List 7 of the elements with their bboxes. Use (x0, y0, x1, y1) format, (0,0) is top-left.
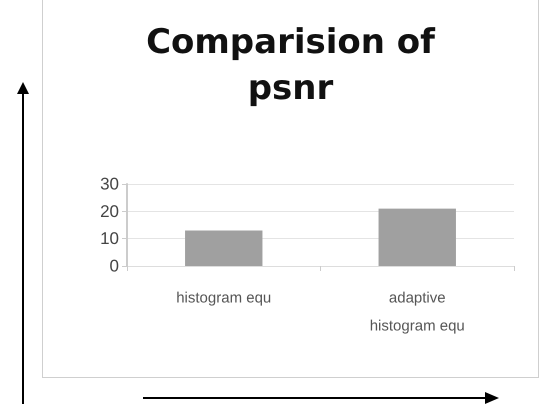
chart-title: Comparision of psnr (146, 22, 436, 108)
x-tick-label: histogram equ (176, 290, 272, 306)
y-tick-label: 0 (110, 256, 119, 276)
y-tick-label: 10 (100, 229, 119, 248)
y-tick-label: 30 (100, 174, 119, 194)
x-tick-label: adaptive histogram equ (370, 290, 465, 334)
y-tick-label: 20 (100, 202, 119, 221)
